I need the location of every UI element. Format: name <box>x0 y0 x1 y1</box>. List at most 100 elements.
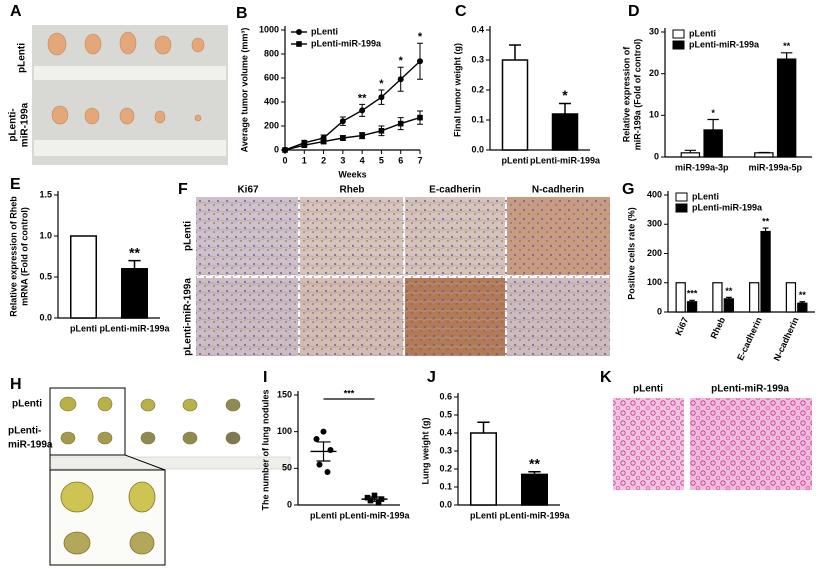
y-tick-label: 0.2 <box>471 84 484 94</box>
error-bar <box>707 118 719 130</box>
lung <box>182 431 198 445</box>
tumor <box>119 31 137 55</box>
point <box>282 147 288 153</box>
lung <box>225 398 241 412</box>
column-label: E-cadherin <box>429 185 481 196</box>
y-tick-label: 1.0 <box>39 230 52 240</box>
lung <box>182 398 198 412</box>
row-label: miR-199a <box>8 440 53 451</box>
x-tick-label: pLenti-miR-199a <box>499 510 570 520</box>
bar <box>712 282 723 313</box>
significance: * <box>562 87 568 103</box>
row-label: pLenti <box>17 43 28 73</box>
error-bar <box>477 421 490 433</box>
y-axis-label: Relative expression of Rheb <box>8 196 18 317</box>
point <box>320 138 327 145</box>
y-tick-label: 10 <box>649 110 659 120</box>
panel-letter: K <box>600 369 612 386</box>
tumor <box>191 37 205 53</box>
x-tick-label: 5 <box>379 155 384 165</box>
legend-swatch <box>675 192 688 202</box>
zoom-line <box>124 454 166 471</box>
tumor <box>84 107 100 125</box>
x-tick-label: Ki67 <box>673 316 690 337</box>
significance: ** <box>762 216 770 226</box>
error-bar <box>128 259 141 269</box>
lungs <box>59 396 241 445</box>
x-tick-label: pLenti <box>310 510 337 520</box>
legend-swatch <box>672 40 685 50</box>
y-tick-label: 0.3 <box>439 445 452 455</box>
error-bar <box>762 227 769 232</box>
series-line <box>284 60 421 151</box>
y-axis-label: Lung weight (g) <box>420 418 430 485</box>
lung <box>59 396 77 412</box>
x-tick-label: miR-199a-3p <box>675 162 729 172</box>
ruler <box>49 456 291 470</box>
x-tick-label: N-cadherin <box>772 316 801 363</box>
bar <box>551 113 579 151</box>
point <box>313 436 320 442</box>
y-tick-label: 100 <box>647 277 662 287</box>
point <box>367 497 374 504</box>
tumor <box>84 33 102 55</box>
y-tick-label: 300 <box>647 219 662 229</box>
texture-overlay <box>196 197 610 356</box>
x-tick-label: pLenti <box>502 155 529 165</box>
y-axis-label: Positive cells rate (%) <box>626 207 636 300</box>
bar <box>760 230 771 313</box>
ruler <box>34 140 226 156</box>
y-tick-label: 0.1 <box>471 114 484 124</box>
tumors <box>47 31 205 125</box>
x-tick-label: 4 <box>360 155 365 165</box>
y-tick-label: 0 <box>274 144 279 154</box>
lung <box>97 431 113 445</box>
y-axis-label: Relative expression of <box>621 46 631 143</box>
lung <box>129 531 155 555</box>
y-tick-label: 0.6 <box>439 391 452 401</box>
point <box>397 76 404 83</box>
significance: *** <box>344 388 355 398</box>
y-tick-label: 20 <box>649 68 659 78</box>
y-tick-label: 0 <box>657 306 662 316</box>
column-label: N-cadherin <box>532 185 584 196</box>
panel-letter: G <box>622 181 634 198</box>
y-axis-label: Average tumor volume (mm³) <box>239 28 249 153</box>
significance: *** <box>687 289 698 299</box>
point <box>339 118 346 125</box>
significance: ** <box>725 286 733 296</box>
x-tick-label: pLenti-miR-199a <box>99 323 170 333</box>
bar <box>754 152 774 158</box>
significance: ** <box>358 92 367 104</box>
row-label: pLenti- <box>8 108 19 141</box>
x-tick-label: 2 <box>321 155 326 165</box>
point <box>375 500 382 506</box>
tumor <box>194 114 202 122</box>
x-tick-label: 1 <box>302 155 307 165</box>
point <box>417 114 423 121</box>
lung <box>97 396 113 412</box>
bar <box>785 282 797 313</box>
error-bar <box>689 299 695 302</box>
panel-letter: D <box>628 3 640 20</box>
y-axis-label: miR-199a (Fold of control) <box>632 39 642 151</box>
bar <box>121 268 148 319</box>
legend-label: pLenti-miR-199a <box>311 38 382 48</box>
x-tick-label: 0 <box>282 155 287 165</box>
inset-lungs <box>60 481 156 555</box>
panel-letter: E <box>10 176 21 193</box>
y-tick-label: 0.0 <box>439 499 452 509</box>
lung <box>140 398 156 412</box>
significance: ** <box>783 41 791 51</box>
error-bar <box>559 102 571 114</box>
panel-letter: F <box>178 181 188 198</box>
legend-label: pLenti <box>689 28 716 38</box>
y-tick-label: 0.5 <box>439 409 452 419</box>
error-bar <box>725 296 732 299</box>
significance: ** <box>529 455 540 471</box>
y-tick-label: 50 <box>282 463 292 473</box>
panel-letter: I <box>263 369 267 386</box>
significance: * <box>711 108 715 118</box>
row-label: miR-199a <box>20 102 31 147</box>
y-tick-label: 0.5 <box>39 271 52 281</box>
